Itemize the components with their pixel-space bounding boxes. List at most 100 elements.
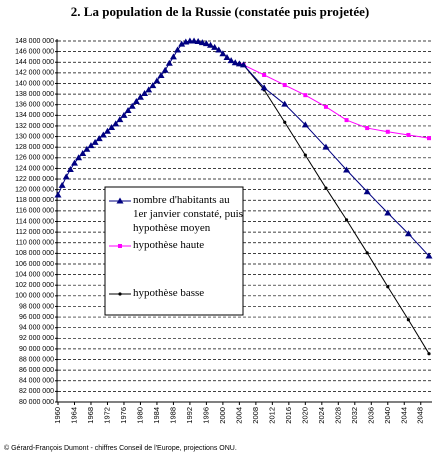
marker <box>66 165 74 172</box>
y-tick-label: 116 000 000 <box>16 208 55 215</box>
marker <box>136 93 144 100</box>
marker <box>385 129 390 134</box>
x-tick-label: 1964 <box>69 407 78 424</box>
series-line <box>243 64 430 139</box>
x-tick-label: 1992 <box>185 407 194 424</box>
marker <box>194 38 202 45</box>
y-tick-label: 94 000 000 <box>19 325 54 332</box>
y-tick-label: 120 000 000 <box>15 186 54 193</box>
x-tick-label: 2012 <box>267 407 276 424</box>
legend-label: hypothèse basse <box>133 287 205 299</box>
marker <box>427 352 431 356</box>
x-tick-label: 1976 <box>119 407 128 424</box>
y-tick-label: 108 000 000 <box>15 250 54 257</box>
marker <box>231 59 239 66</box>
x-tick-label: 2008 <box>251 407 260 424</box>
marker <box>240 61 247 68</box>
x-tick-label: 2044 <box>399 407 408 424</box>
marker <box>202 40 210 47</box>
y-tick-label: 132 000 000 <box>15 123 54 130</box>
marker <box>79 150 87 157</box>
marker <box>301 121 309 128</box>
marker <box>198 39 206 46</box>
marker <box>128 102 136 109</box>
legend-label: hypothèse haute <box>133 239 205 251</box>
y-tick-label: 90 000 000 <box>19 346 54 353</box>
marker <box>262 72 267 77</box>
x-tick-label: 1972 <box>102 407 111 424</box>
marker <box>223 53 231 60</box>
marker <box>365 251 369 255</box>
marker <box>108 124 116 131</box>
y-tick-label: 134 000 000 <box>15 112 54 119</box>
marker <box>120 111 128 118</box>
y-tick-label: 110 000 000 <box>16 240 55 247</box>
y-tick-label: 98 000 000 <box>19 303 54 310</box>
marker <box>161 66 169 73</box>
marker <box>260 84 268 91</box>
y-tick-label: 84 000 000 <box>19 378 54 385</box>
x-tick-label: 2036 <box>366 407 375 424</box>
marker <box>75 154 83 161</box>
marker <box>303 93 308 98</box>
marker <box>281 100 289 107</box>
x-tick-label: 2000 <box>218 407 227 424</box>
marker <box>83 145 91 152</box>
x-tick-label: 1988 <box>168 407 177 424</box>
marker <box>363 188 371 195</box>
x-tick-label: 1996 <box>201 407 210 424</box>
y-tick-label: 144 000 000 <box>15 59 54 66</box>
marker <box>54 191 62 198</box>
marker <box>282 83 287 88</box>
marker <box>132 98 140 105</box>
marker <box>406 132 411 137</box>
x-tick-label: 2028 <box>333 407 342 424</box>
y-tick-label: 118 000 000 <box>16 197 55 204</box>
y-tick-label: 142 000 000 <box>15 70 54 77</box>
marker <box>58 181 66 188</box>
y-tick-label: 82 000 000 <box>19 388 54 395</box>
x-tick-label: 2004 <box>234 407 243 424</box>
y-tick-label: 114 000 000 <box>16 218 55 225</box>
y-tick-label: 86 000 000 <box>19 367 54 374</box>
marker <box>174 46 182 53</box>
marker <box>190 37 198 44</box>
marker <box>70 159 78 166</box>
marker <box>425 252 433 259</box>
y-tick-label: 96 000 000 <box>19 314 54 321</box>
marker <box>178 40 186 47</box>
x-tick-label: 1980 <box>135 407 144 424</box>
marker <box>303 153 307 157</box>
marker <box>365 126 370 131</box>
marker <box>322 143 330 150</box>
y-tick-label: 104 000 000 <box>15 271 54 278</box>
y-tick-label: 124 000 000 <box>15 165 54 172</box>
series-line <box>243 64 430 354</box>
marker <box>91 138 99 145</box>
y-tick-label: 130 000 000 <box>15 133 54 140</box>
marker <box>87 142 95 149</box>
marker <box>157 72 165 79</box>
marker <box>169 53 177 60</box>
marker <box>95 135 103 142</box>
marker <box>427 136 431 141</box>
marker <box>384 209 392 216</box>
marker <box>235 60 243 67</box>
y-tick-label: 112 000 000 <box>16 229 55 236</box>
footer: © Gérard-François Dumont - chiffres Cons… <box>4 444 237 452</box>
y-tick-label: 148 000 000 <box>15 38 54 45</box>
y-tick-label: 88 000 000 <box>19 356 54 363</box>
x-tick-label: 2048 <box>416 407 425 424</box>
y-tick-label: 146 000 000 <box>15 48 54 55</box>
x-tick-label: 2024 <box>317 407 326 424</box>
x-tick-label: 1984 <box>152 407 161 424</box>
y-tick-label: 92 000 000 <box>19 335 54 342</box>
y-tick-label: 136 000 000 <box>15 102 54 109</box>
marker <box>219 50 227 57</box>
marker <box>118 244 122 248</box>
y-tick-label: 122 000 000 <box>15 176 54 183</box>
marker <box>215 46 223 53</box>
marker <box>124 107 132 114</box>
